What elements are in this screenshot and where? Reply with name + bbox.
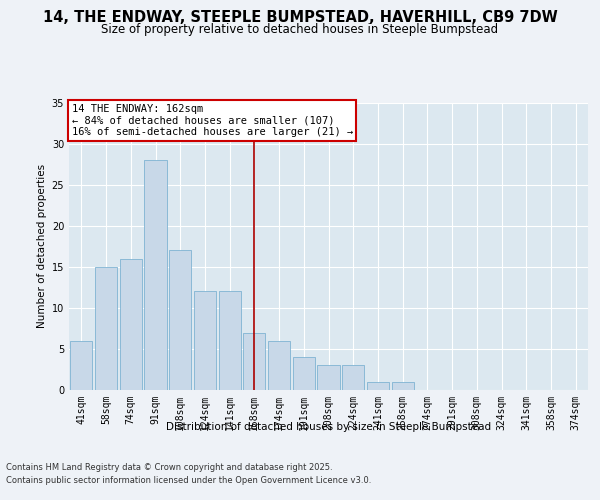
Bar <box>392 382 414 390</box>
Bar <box>342 366 364 390</box>
Bar <box>317 366 340 390</box>
Text: 14 THE ENDWAY: 162sqm
← 84% of detached houses are smaller (107)
16% of semi-det: 14 THE ENDWAY: 162sqm ← 84% of detached … <box>71 104 353 137</box>
Bar <box>367 382 389 390</box>
Text: Distribution of detached houses by size in Steeple Bumpstead: Distribution of detached houses by size … <box>166 422 491 432</box>
Text: Contains HM Land Registry data © Crown copyright and database right 2025.: Contains HM Land Registry data © Crown c… <box>6 462 332 471</box>
Bar <box>243 332 265 390</box>
Text: Size of property relative to detached houses in Steeple Bumpstead: Size of property relative to detached ho… <box>101 22 499 36</box>
Bar <box>293 357 315 390</box>
Text: Contains public sector information licensed under the Open Government Licence v3: Contains public sector information licen… <box>6 476 371 485</box>
Bar <box>70 340 92 390</box>
Bar <box>268 340 290 390</box>
Bar <box>95 267 117 390</box>
Bar <box>169 250 191 390</box>
Y-axis label: Number of detached properties: Number of detached properties <box>37 164 47 328</box>
Bar <box>218 292 241 390</box>
Bar <box>194 292 216 390</box>
Bar <box>119 258 142 390</box>
Text: 14, THE ENDWAY, STEEPLE BUMPSTEAD, HAVERHILL, CB9 7DW: 14, THE ENDWAY, STEEPLE BUMPSTEAD, HAVER… <box>43 10 557 25</box>
Bar <box>145 160 167 390</box>
